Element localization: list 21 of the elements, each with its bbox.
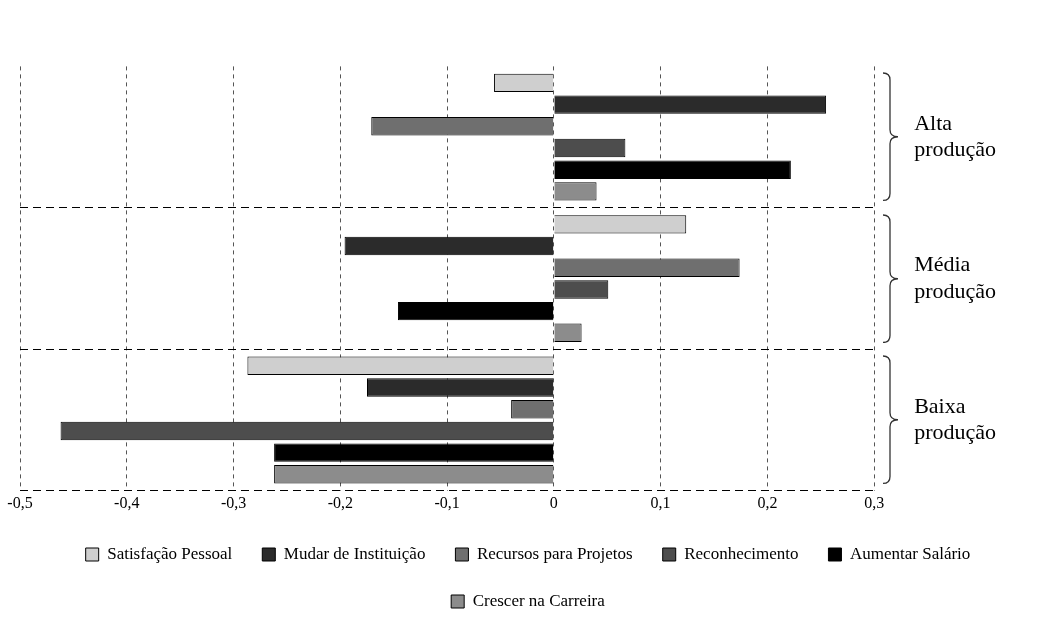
- x-tick-label: -0,1: [434, 493, 460, 511]
- y-tick-label: Média produção: [914, 251, 996, 303]
- x-tick-label: 0,2: [757, 493, 778, 511]
- x-tick-label: -0,5: [7, 493, 33, 511]
- bar: [274, 443, 554, 462]
- legend-label: Satisfação Pessoal: [107, 543, 233, 563]
- y-tick-label: Alta produção: [914, 109, 996, 162]
- x-tick-label: 0,1: [650, 493, 671, 511]
- x-tick-label: -0,4: [114, 493, 140, 511]
- legend-label: Reconhecimento: [684, 543, 799, 563]
- legend-label: Crescer na Carreira: [472, 590, 606, 610]
- legend-label: Mudar de Instituição: [283, 543, 426, 563]
- y-tick-label: Baixa produção: [914, 392, 996, 445]
- legend-label: Recursos para Projetos: [476, 543, 633, 563]
- x-tick-label: 0: [549, 493, 558, 511]
- bar: [554, 160, 791, 179]
- x-tick-label: 0,3: [864, 493, 885, 511]
- x-tick-label: -0,2: [327, 493, 353, 511]
- x-tick-label: -0,3: [220, 493, 247, 511]
- legend-label: Aumentar Salário: [849, 543, 971, 563]
- bar: [397, 301, 554, 321]
